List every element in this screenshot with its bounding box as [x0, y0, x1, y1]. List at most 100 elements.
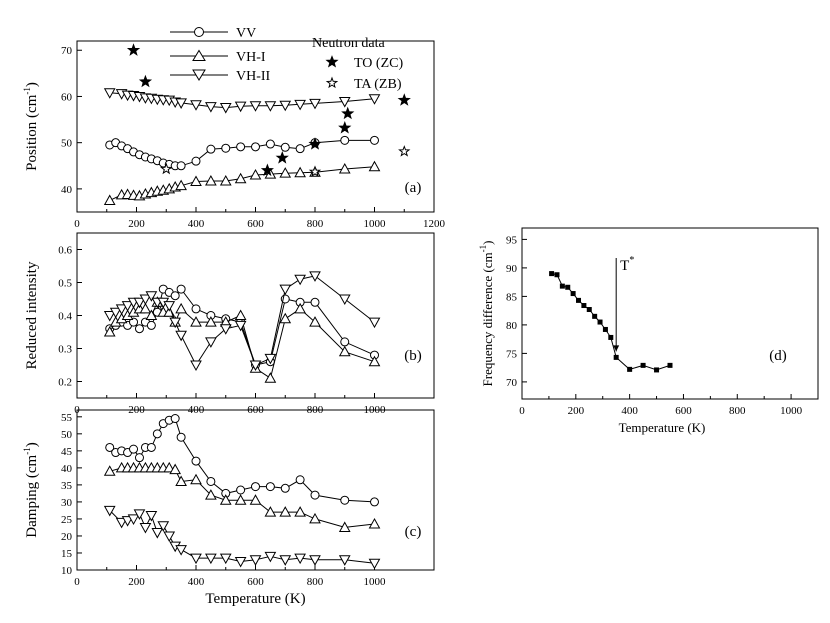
- data-point-vh-ii: [103, 88, 116, 99]
- y-tick-label: 15: [61, 548, 73, 560]
- data-point-frequency-difference: [608, 334, 614, 340]
- data-point-vh-i: [279, 167, 292, 178]
- data-point-vh-ii: [309, 271, 321, 282]
- data-point-vh-i: [338, 521, 351, 532]
- y-tick-label: 80: [506, 320, 518, 332]
- star-open-icon: [325, 76, 339, 89]
- y-tick-label: 40: [61, 463, 73, 475]
- data-point-vh-ii: [127, 514, 140, 525]
- data-point-vh-ii: [219, 103, 232, 114]
- y-tick-label: 85: [506, 291, 518, 303]
- y-tick-label: 0.2: [58, 377, 72, 389]
- y-tick-label: 40: [61, 184, 73, 196]
- x-tick-label: 1000: [364, 576, 387, 588]
- legend-label-vh-ii: VH-II: [236, 69, 271, 84]
- x-axis-label: Temperature (K): [205, 591, 305, 607]
- data-point-vv: [206, 144, 216, 154]
- data-point-vh-i: [234, 494, 247, 505]
- data-point-vh-ii: [294, 274, 306, 286]
- series-vh-ii: [103, 505, 381, 570]
- data-point-vh-ii: [368, 317, 381, 329]
- y-axis-label-sup: -1: [22, 447, 32, 455]
- data-point-ta-zb: [308, 165, 322, 177]
- y-tick-label: 35: [61, 480, 73, 492]
- data-point-vv: [236, 485, 246, 495]
- series-vh-i: [103, 160, 381, 205]
- data-point-vh-ii: [338, 294, 351, 306]
- series-frequency-difference: [549, 271, 673, 373]
- data-point-vv: [134, 324, 144, 334]
- data-point-vh-i: [205, 175, 217, 186]
- data-point-vh-i: [175, 475, 187, 486]
- data-point-vv: [191, 456, 201, 466]
- data-point-vh-ii: [163, 301, 176, 312]
- data-point-vh-ii: [190, 360, 202, 372]
- data-point-vv: [146, 320, 156, 330]
- data-point-vh-i: [103, 194, 116, 205]
- y-tick-label: 75: [506, 348, 518, 360]
- data-point-vh-ii: [169, 317, 182, 329]
- panel-label: (b): [404, 348, 422, 364]
- star-filled-icon: [325, 55, 339, 68]
- series-ta-zb: [160, 145, 411, 177]
- data-point-frequency-difference: [613, 354, 619, 360]
- x-tick-label: 800: [307, 576, 324, 588]
- data-point-frequency-difference: [602, 326, 608, 332]
- data-point-vv: [176, 284, 186, 294]
- data-point-vh-i: [103, 465, 116, 476]
- data-point-vh-ii: [264, 551, 277, 563]
- data-point-vh-ii: [368, 94, 381, 105]
- data-point-frequency-difference: [549, 271, 555, 277]
- y-tick-label: 45: [61, 446, 73, 458]
- data-point-vh-ii: [338, 97, 351, 108]
- x-axis-label: Temperature (K): [619, 420, 706, 435]
- data-point-vv: [176, 432, 186, 442]
- data-point-vh-i: [309, 316, 321, 327]
- y-tick-label: 70: [506, 377, 518, 389]
- data-point-vh-i: [219, 175, 232, 186]
- data-point-vh-ii: [103, 505, 116, 517]
- data-point-vh-i: [190, 473, 202, 485]
- panel-label: (c): [405, 524, 422, 540]
- data-point-vh-i: [368, 355, 381, 367]
- legend-entry-vh-ii: VH-II: [170, 69, 271, 84]
- data-point-vh-i: [294, 302, 306, 314]
- data-point-vv: [251, 142, 260, 152]
- data-point-vh-i: [205, 489, 217, 500]
- x-tick-label: 200: [128, 218, 145, 230]
- data-point-vh-i: [294, 506, 306, 517]
- data-point-to-zc: [138, 74, 153, 88]
- x-tick-label: 1200: [423, 218, 446, 230]
- data-point-vh-i: [338, 345, 351, 357]
- data-point-vv: [265, 139, 275, 149]
- data-point-vh-i: [368, 518, 381, 529]
- series-to-zc: [126, 43, 411, 177]
- x-tick-label: 200: [568, 405, 585, 417]
- y-tick-label: 0.3: [58, 344, 72, 356]
- data-point-vv: [176, 161, 186, 171]
- data-point-vh-i: [175, 179, 187, 191]
- series-vh-i: [103, 296, 381, 383]
- legend: VV VH-I VH-II Neutron data TO (ZC) TA (Z…: [170, 26, 403, 92]
- data-point-vh-ii: [133, 509, 146, 520]
- data-point-vh-i: [279, 312, 292, 324]
- data-point-vv: [105, 442, 115, 452]
- data-point-vh-ii: [309, 555, 321, 566]
- y-tick-label: 0.6: [58, 245, 72, 257]
- data-point-vh-ii: [234, 556, 247, 568]
- data-point-vh-ii: [249, 101, 262, 112]
- data-point-vv: [370, 497, 379, 507]
- data-point-vh-i: [234, 172, 247, 184]
- data-point-vv: [310, 297, 320, 307]
- data-point-frequency-difference: [586, 307, 592, 313]
- data-point-to-zc: [308, 137, 322, 150]
- y-tick-label: 55: [61, 412, 73, 424]
- data-point-vh-i: [103, 325, 116, 337]
- data-point-vh-ii: [139, 294, 152, 306]
- panel-d: 0 200 400 600 800 1000 70 75 80 85 90 95 Frequency d…: [478, 227, 819, 435]
- data-point-frequency-difference: [667, 362, 673, 368]
- y-axis-label: Reduced intensity: [24, 261, 40, 369]
- y-axis-label-sup: -1: [478, 245, 488, 253]
- data-point-vv: [370, 135, 379, 145]
